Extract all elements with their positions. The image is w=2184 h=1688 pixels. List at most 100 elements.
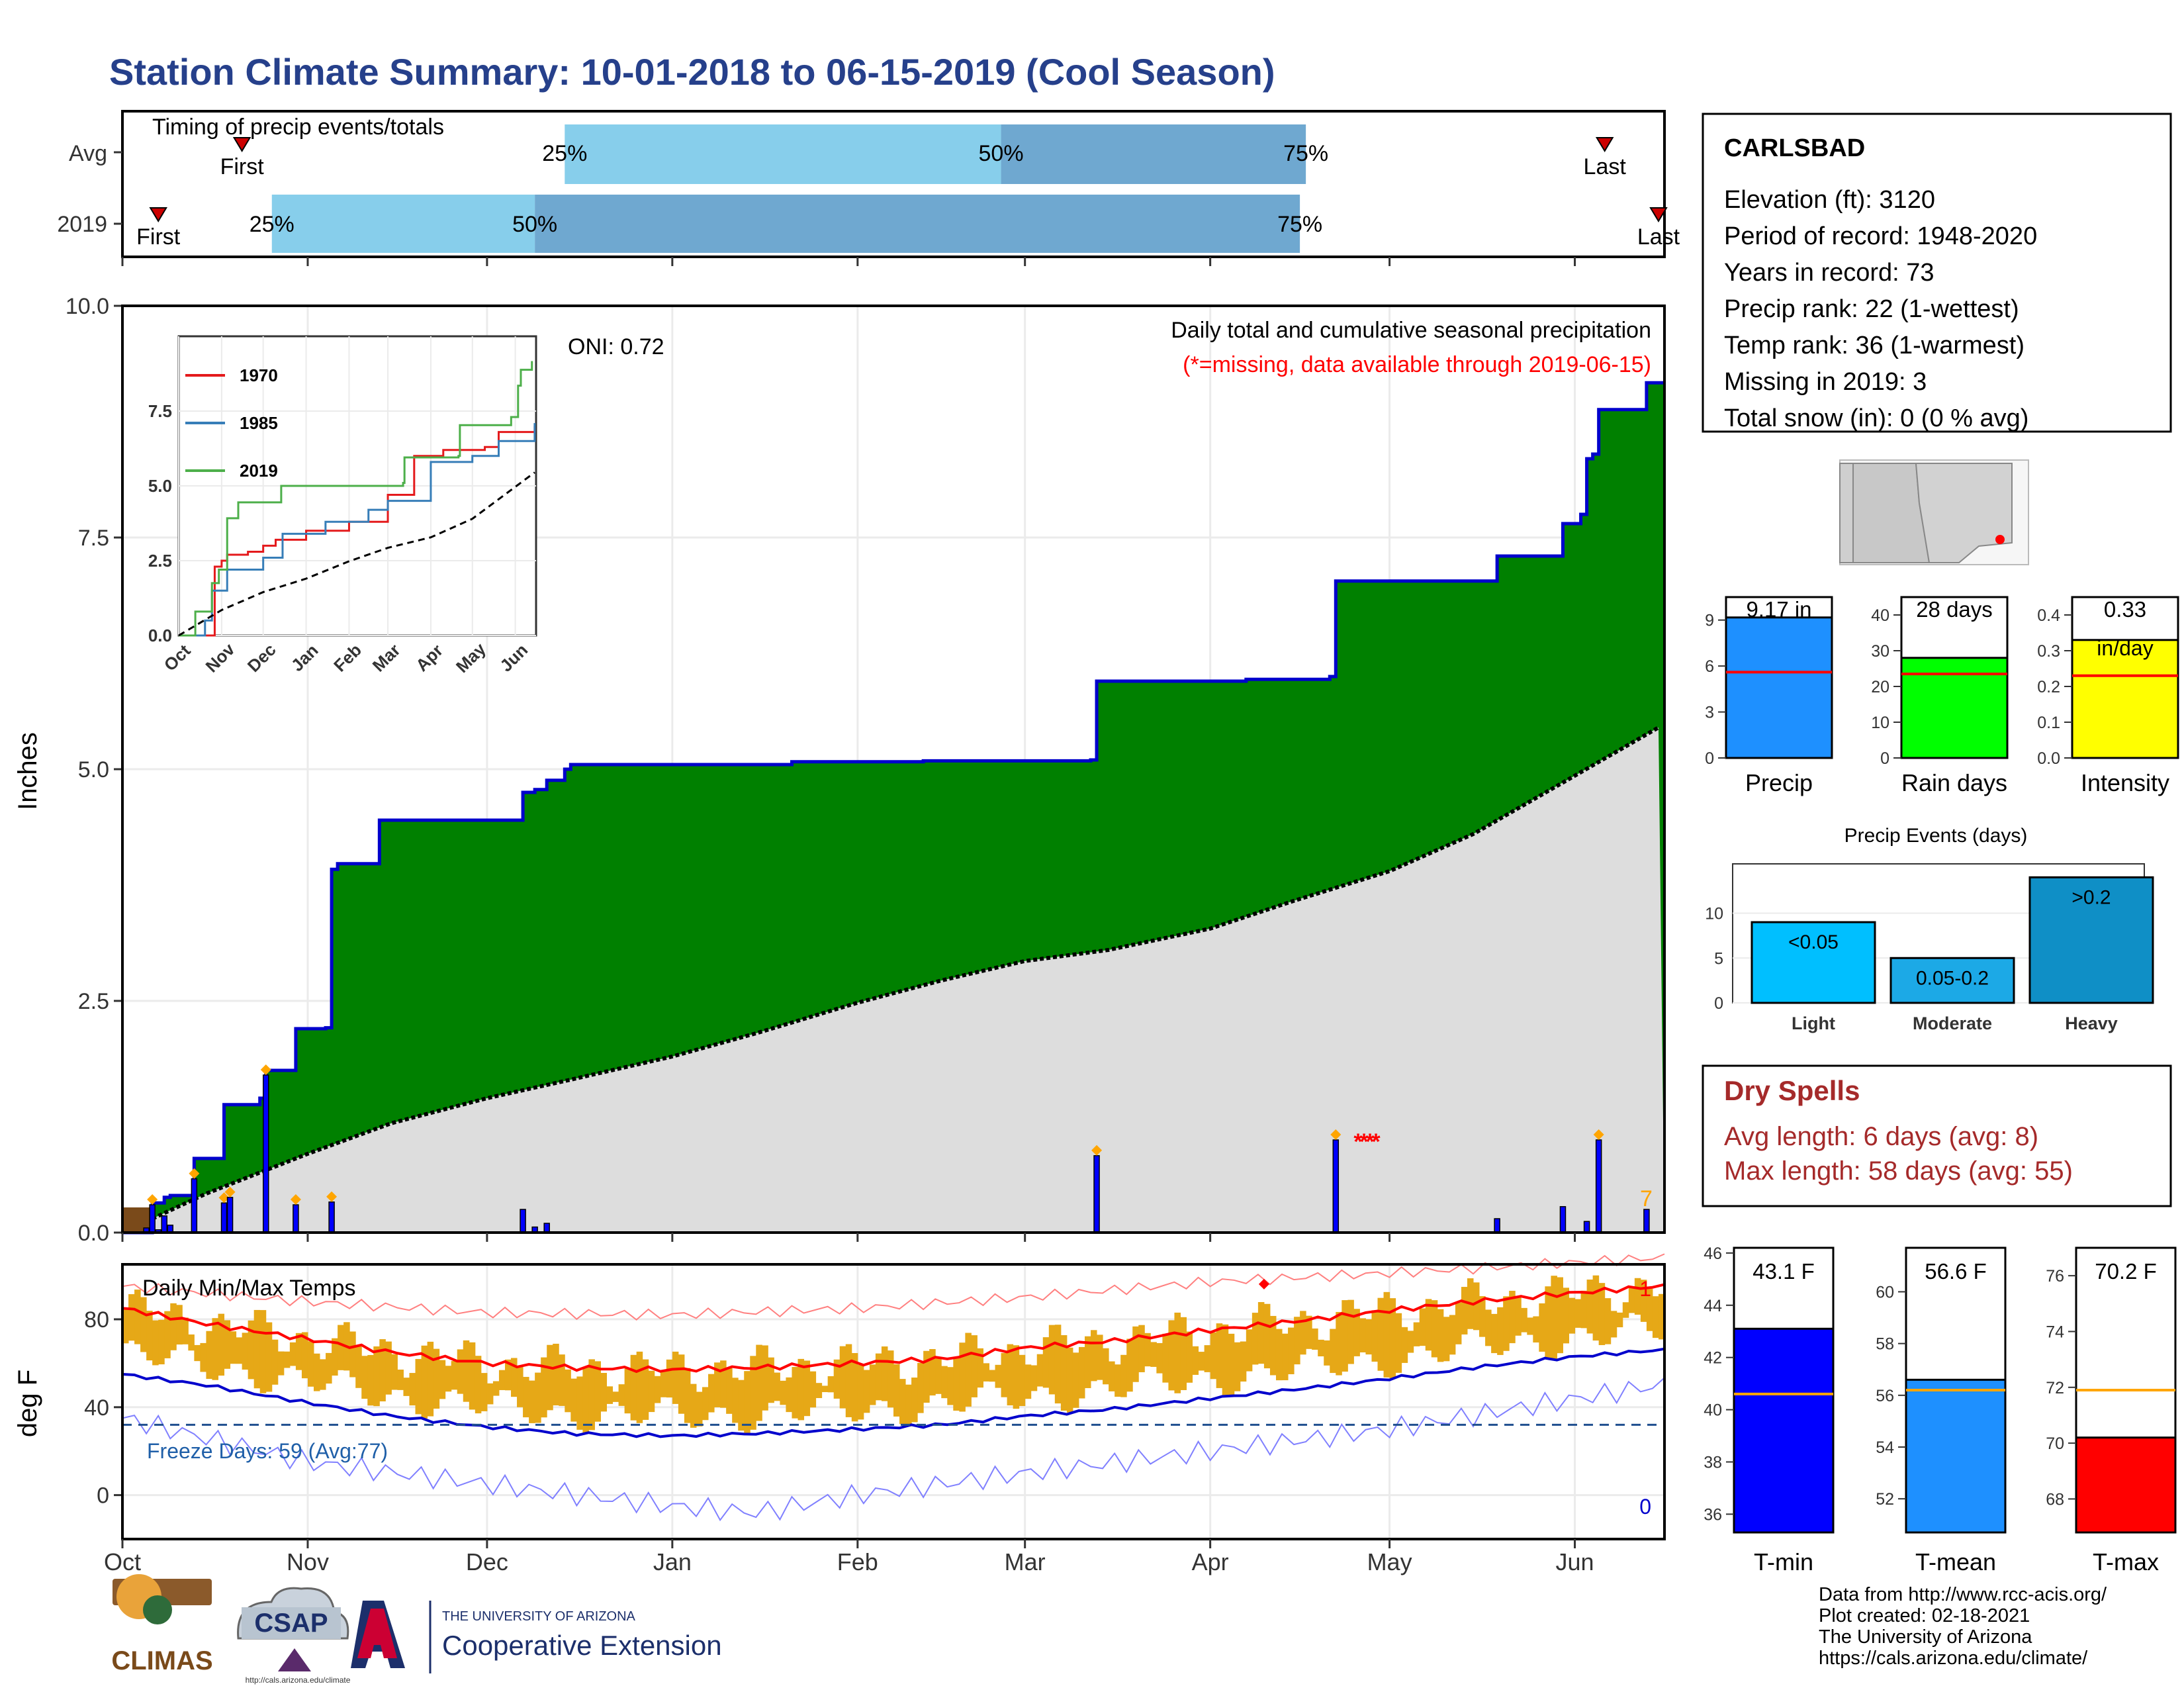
daily-temp-range-bar (1072, 1352, 1079, 1408)
csap-logo-url: http://cals.arizona.edu/climate (246, 1675, 351, 1685)
daily-temp-range-bar (971, 1335, 978, 1397)
precip-y-tick: 5.0 (78, 757, 109, 782)
daily-temp-range-bar (1186, 1331, 1193, 1383)
station-lines: Elevation (ft): 3120 Period of record: 19… (1724, 186, 2037, 432)
heavy-event-marker (218, 1192, 230, 1203)
events-layer: 0 5 10 <0.05 Light 0.05-0.2 Moderate >0.2 Heavy (1705, 863, 2154, 1033)
daily-temp-range-bar (457, 1349, 464, 1394)
summary-bar-tick: 10 (1871, 714, 1889, 732)
heavy-event-marker (260, 1064, 271, 1075)
daily-temp-range-bar (1359, 1318, 1366, 1353)
daily-temp-range-bar (636, 1351, 643, 1423)
timing-first-marker-label: First (220, 154, 265, 179)
daily-temp-range-bar (1545, 1286, 1551, 1358)
daily-precip-bar (161, 1215, 167, 1233)
timing-bar-50-75 (535, 195, 1300, 253)
daily-temp-range-bar (821, 1385, 829, 1393)
daily-temp-range-bar (935, 1356, 942, 1394)
daily-precip-bar (1583, 1221, 1590, 1233)
month-tick-label: Apr (1192, 1548, 1229, 1575)
daily-temp-range-bar (1479, 1296, 1486, 1337)
daily-temp-range-bar (618, 1384, 625, 1406)
daily-temp-range-bar (1383, 1291, 1390, 1378)
daily-temp-range-bar (541, 1357, 547, 1418)
climas-logo: CLIMAS (111, 1574, 213, 1675)
timing-first-marker (232, 137, 251, 152)
daily-temp-range-bar (642, 1359, 649, 1420)
daily-temp-range-bar (480, 1373, 488, 1411)
temp-bar-value: 70.2 F (2095, 1259, 2157, 1284)
orange-count-label: 7 (1640, 1186, 1653, 1211)
daily-temp-range-bar (1437, 1309, 1444, 1362)
daily-temp-range-bar (355, 1346, 362, 1388)
daily-temp-range-bar (128, 1294, 135, 1341)
daily-temp-range-bar (283, 1351, 291, 1368)
daily-temp-range-bar (1084, 1336, 1091, 1388)
daily-temp-range-bar (475, 1356, 482, 1414)
timing-pct-label: 50% (979, 141, 1024, 166)
daily-precip-bar (1494, 1218, 1500, 1233)
precip-events-title: Precip Events (days) (1844, 825, 2028, 847)
daily-temp-range-bar (122, 1308, 129, 1344)
daily-temp-range-bar (492, 1381, 500, 1396)
daily-temp-range-bar (1515, 1295, 1522, 1336)
footer-line-data: Data from http://www.rcc-acis.org/ (1819, 1584, 2107, 1605)
daily-temp-range-bar (732, 1378, 739, 1423)
month-axis: Oct Nov Dec Jan Feb Mar Apr May Jun (104, 1233, 1594, 1575)
average-cumulative-area (122, 727, 1664, 1233)
dry-spells-title: Dry Spells (1724, 1075, 1860, 1106)
daily-temp-range-bar (373, 1346, 380, 1407)
daily-temp-range-bar (469, 1342, 476, 1410)
daily-temp-range-bar (152, 1320, 159, 1366)
temp-bars: 43.1 F 36 38 40 42 44 46 T-min 56.6 F 52 54 56 58 60 T… (1704, 1244, 2177, 1575)
daily-temp-range-bar (158, 1319, 165, 1365)
precip-title: Daily total and cumulative seasonal prec… (1171, 318, 1651, 343)
summary-bar-tick: 40 (1871, 606, 1889, 625)
daily-precip-bar (149, 1204, 156, 1233)
daily-temp-range-bar (301, 1332, 308, 1379)
summary-bar-value: 9.17 in (1746, 597, 1811, 622)
daily-temp-range-bar (1563, 1288, 1570, 1344)
station-name: CARLSBAD (1724, 134, 1865, 162)
inset-y-tick: 2.5 (148, 551, 172, 571)
daily-temp-range-bar (1407, 1331, 1414, 1353)
daily-temp-range-bar (271, 1339, 279, 1385)
daily-temp-range-bar (917, 1362, 924, 1413)
daily-temp-range-bar (588, 1359, 595, 1430)
daily-temp-range-bar (1257, 1302, 1265, 1364)
daily-temp-range-bar (1115, 1364, 1121, 1397)
average-cumulative-line (121, 726, 1660, 1235)
summary-bar-label: Precip (1745, 769, 1813, 796)
station-info-line: Total snow (in): 0 (0 % avg) (1724, 404, 2028, 432)
daily-temp-range-bar (259, 1310, 267, 1393)
summary-bar-tick: 0.0 (2037, 749, 2060, 768)
daily-temp-range-bar (523, 1377, 529, 1418)
daily-temp-range-bar (923, 1350, 930, 1403)
csap-logo: CSAP http://cals.arizona.edu/climate (237, 1587, 351, 1685)
daily-temp-range-bar (517, 1366, 523, 1407)
locator-map (1839, 459, 2029, 565)
daily-temp-range-bar (1156, 1342, 1163, 1374)
daily-temp-range-bar (248, 1320, 255, 1380)
timing-pct-label: 75% (1283, 141, 1328, 166)
daily-temp-range-bar (576, 1376, 583, 1430)
daily-temp-range-bar (594, 1361, 601, 1422)
daily-temp-range-bar (349, 1331, 356, 1378)
summary-bar-tick: 0 (1705, 749, 1714, 768)
temp-bar-t-min (1733, 1327, 1835, 1534)
daily-temp-range-bar (1269, 1315, 1277, 1376)
temp-bar-tick: 42 (1704, 1349, 1722, 1368)
daily-temp-range-bar (379, 1339, 386, 1402)
daily-temp-range-bar (786, 1377, 792, 1413)
month-tick-label: Jun (1556, 1548, 1594, 1575)
precip-event-category: Moderate (1913, 1013, 1992, 1033)
summary-bar-tick: 9 (1705, 612, 1714, 630)
temp-bar-tick: 72 (2046, 1379, 2064, 1397)
daily-temp-range-bar (553, 1343, 559, 1406)
month-tick-label: Nov (287, 1548, 329, 1575)
daily-temp-range-bar (1306, 1315, 1312, 1349)
daily-temp-range-bar (1574, 1299, 1582, 1328)
daily-temp-range-bar (1030, 1365, 1038, 1391)
precip-events-chart: Precip Events (days) 0 5 10 <0.05 Light 0.05-… (1705, 825, 2154, 1033)
daily-temp-range-bar (511, 1358, 518, 1397)
